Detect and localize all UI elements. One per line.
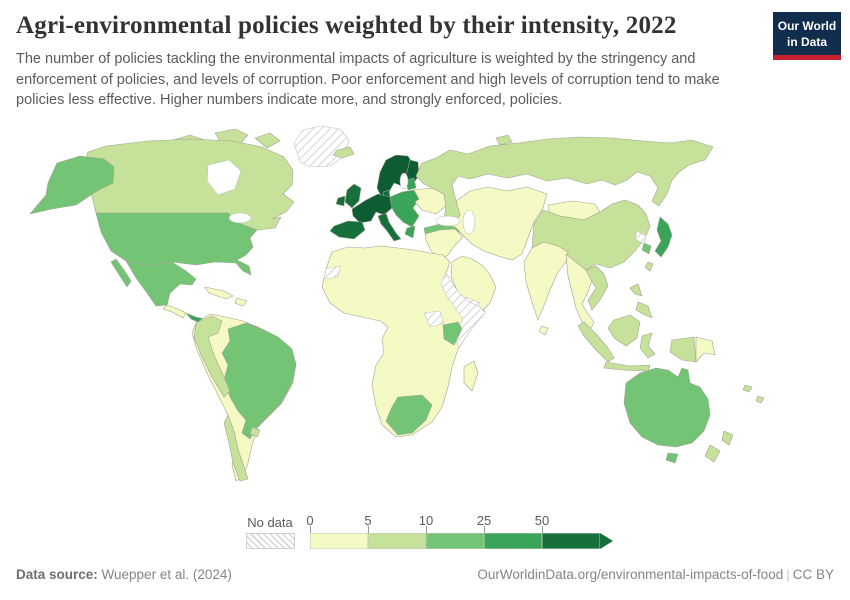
- region-uruguay[interactable]: [249, 426, 261, 438]
- region-africa[interactable]: [321, 245, 486, 438]
- region-central-america[interactable]: [162, 304, 187, 319]
- legend-arrow-tip: [600, 533, 613, 549]
- legend-tick-label: 10: [418, 513, 434, 528]
- black-sea: [435, 215, 461, 227]
- region-greece[interactable]: [404, 225, 416, 239]
- region-iberia[interactable]: [329, 220, 366, 240]
- data-source-label: Data source:: [16, 567, 98, 582]
- region-pacific-islands[interactable]: [755, 395, 765, 404]
- legend-tick-label: 25: [476, 513, 492, 528]
- legend-tick-mark: [310, 526, 311, 533]
- footer-credits: OurWorldinData.org/environmental-impacts…: [477, 567, 834, 582]
- region-borneo[interactable]: [607, 314, 641, 347]
- region-italy[interactable]: [377, 212, 402, 242]
- legend-segment-10-25[interactable]: [426, 533, 484, 549]
- owid-logo[interactable]: Our World in Data: [773, 12, 841, 61]
- legend-tick-mark: [542, 526, 543, 533]
- hudson-bay: [206, 159, 242, 196]
- region-alaska[interactable]: [29, 155, 115, 215]
- region-australia[interactable]: [623, 367, 711, 448]
- region-british-isles[interactable]: [344, 183, 362, 209]
- region-novaya-zemlya[interactable]: [495, 134, 513, 146]
- region-horn-of-africa[interactable]: [440, 272, 486, 348]
- region-chile[interactable]: [223, 414, 249, 482]
- owid-logo-line2: in Data: [786, 34, 827, 49]
- page-title: Agri-environmental policies weighted by …: [16, 12, 677, 39]
- region-arctic-islands[interactable]: [254, 132, 281, 149]
- owid-logo-line1: Our World: [777, 19, 837, 33]
- legend-tick-mark: [484, 526, 485, 533]
- region-baltics[interactable]: [405, 177, 417, 191]
- baltic-sea: [399, 172, 409, 190]
- region-madagascar[interactable]: [463, 360, 479, 392]
- region-south-africa[interactable]: [385, 394, 433, 436]
- region-western-sahara[interactable]: [323, 265, 341, 280]
- caspian-sea: [462, 209, 476, 235]
- region-andes-west[interactable]: [193, 315, 231, 398]
- region-cuba[interactable]: [204, 286, 234, 300]
- region-taiwan[interactable]: [644, 261, 654, 272]
- region-mexico-baja[interactable]: [110, 258, 132, 288]
- legend-no-data-label: No data: [247, 515, 293, 530]
- region-pacific-islands[interactable]: [742, 384, 753, 393]
- owid-url-link[interactable]: OurWorldinData.org/environmental-impacts…: [477, 567, 784, 582]
- region-kenya[interactable]: [442, 321, 463, 346]
- legend-segment-50plus[interactable]: [542, 533, 600, 549]
- region-new-zealand-north[interactable]: [721, 430, 734, 446]
- legend-tick-mark: [426, 526, 427, 533]
- region-levant-iraq[interactable]: [424, 228, 464, 262]
- region-philippines[interactable]: [629, 283, 643, 297]
- legend-segment-0-5[interactable]: [310, 533, 368, 549]
- region-central-asia[interactable]: [451, 186, 548, 261]
- region-sumatra[interactable]: [577, 321, 615, 363]
- region-south-sudan[interactable]: [423, 310, 445, 328]
- region-sri-lanka[interactable]: [538, 325, 549, 336]
- region-philippines[interactable]: [635, 301, 653, 319]
- footer-divider: |: [786, 567, 790, 582]
- region-tasmania[interactable]: [665, 452, 679, 464]
- legend-segment-5-10[interactable]: [368, 533, 426, 549]
- legend-tick-label: 5: [364, 513, 372, 528]
- legend-color-bar: [310, 533, 613, 549]
- legend-tick-mark: [368, 526, 369, 533]
- license-label: CC BY: [792, 567, 834, 582]
- region-java[interactable]: [603, 361, 651, 372]
- region-eastern-europe[interactable]: [389, 189, 420, 228]
- legend-segment-25-50[interactable]: [484, 533, 542, 549]
- region-ireland[interactable]: [335, 195, 346, 207]
- legend-no-data-swatch[interactable]: [246, 533, 295, 549]
- region-indonesian-papua[interactable]: [669, 336, 697, 363]
- subtitle: The number of policies tackling the envi…: [16, 51, 720, 109]
- region-greenland[interactable]: [293, 125, 350, 168]
- region-sulawesi[interactable]: [639, 332, 656, 359]
- region-hispaniola[interactable]: [234, 297, 248, 307]
- region-new-zealand-south[interactable]: [704, 444, 721, 463]
- region-mexico[interactable]: [125, 260, 197, 307]
- great-lakes: [228, 212, 252, 224]
- region-india[interactable]: [523, 241, 569, 321]
- region-japan[interactable]: [654, 216, 673, 258]
- region-north-korea[interactable]: [634, 230, 647, 245]
- region-south-korea[interactable]: [641, 242, 652, 255]
- region-vietnam[interactable]: [585, 265, 609, 311]
- header: Agri-environmental policies weighted by …: [16, 12, 764, 111]
- data-source-value: Wuepper et al. (2024): [97, 567, 232, 582]
- region-papua-new-guinea[interactable]: [695, 336, 716, 363]
- footer: Data source: Wuepper et al. (2024) OurWo…: [16, 567, 834, 582]
- legend-tick-label: 0: [306, 513, 314, 528]
- region-iceland[interactable]: [332, 146, 355, 159]
- data-source: Data source: Wuepper et al. (2024): [16, 567, 232, 582]
- legend-tick-label: 50: [534, 513, 550, 528]
